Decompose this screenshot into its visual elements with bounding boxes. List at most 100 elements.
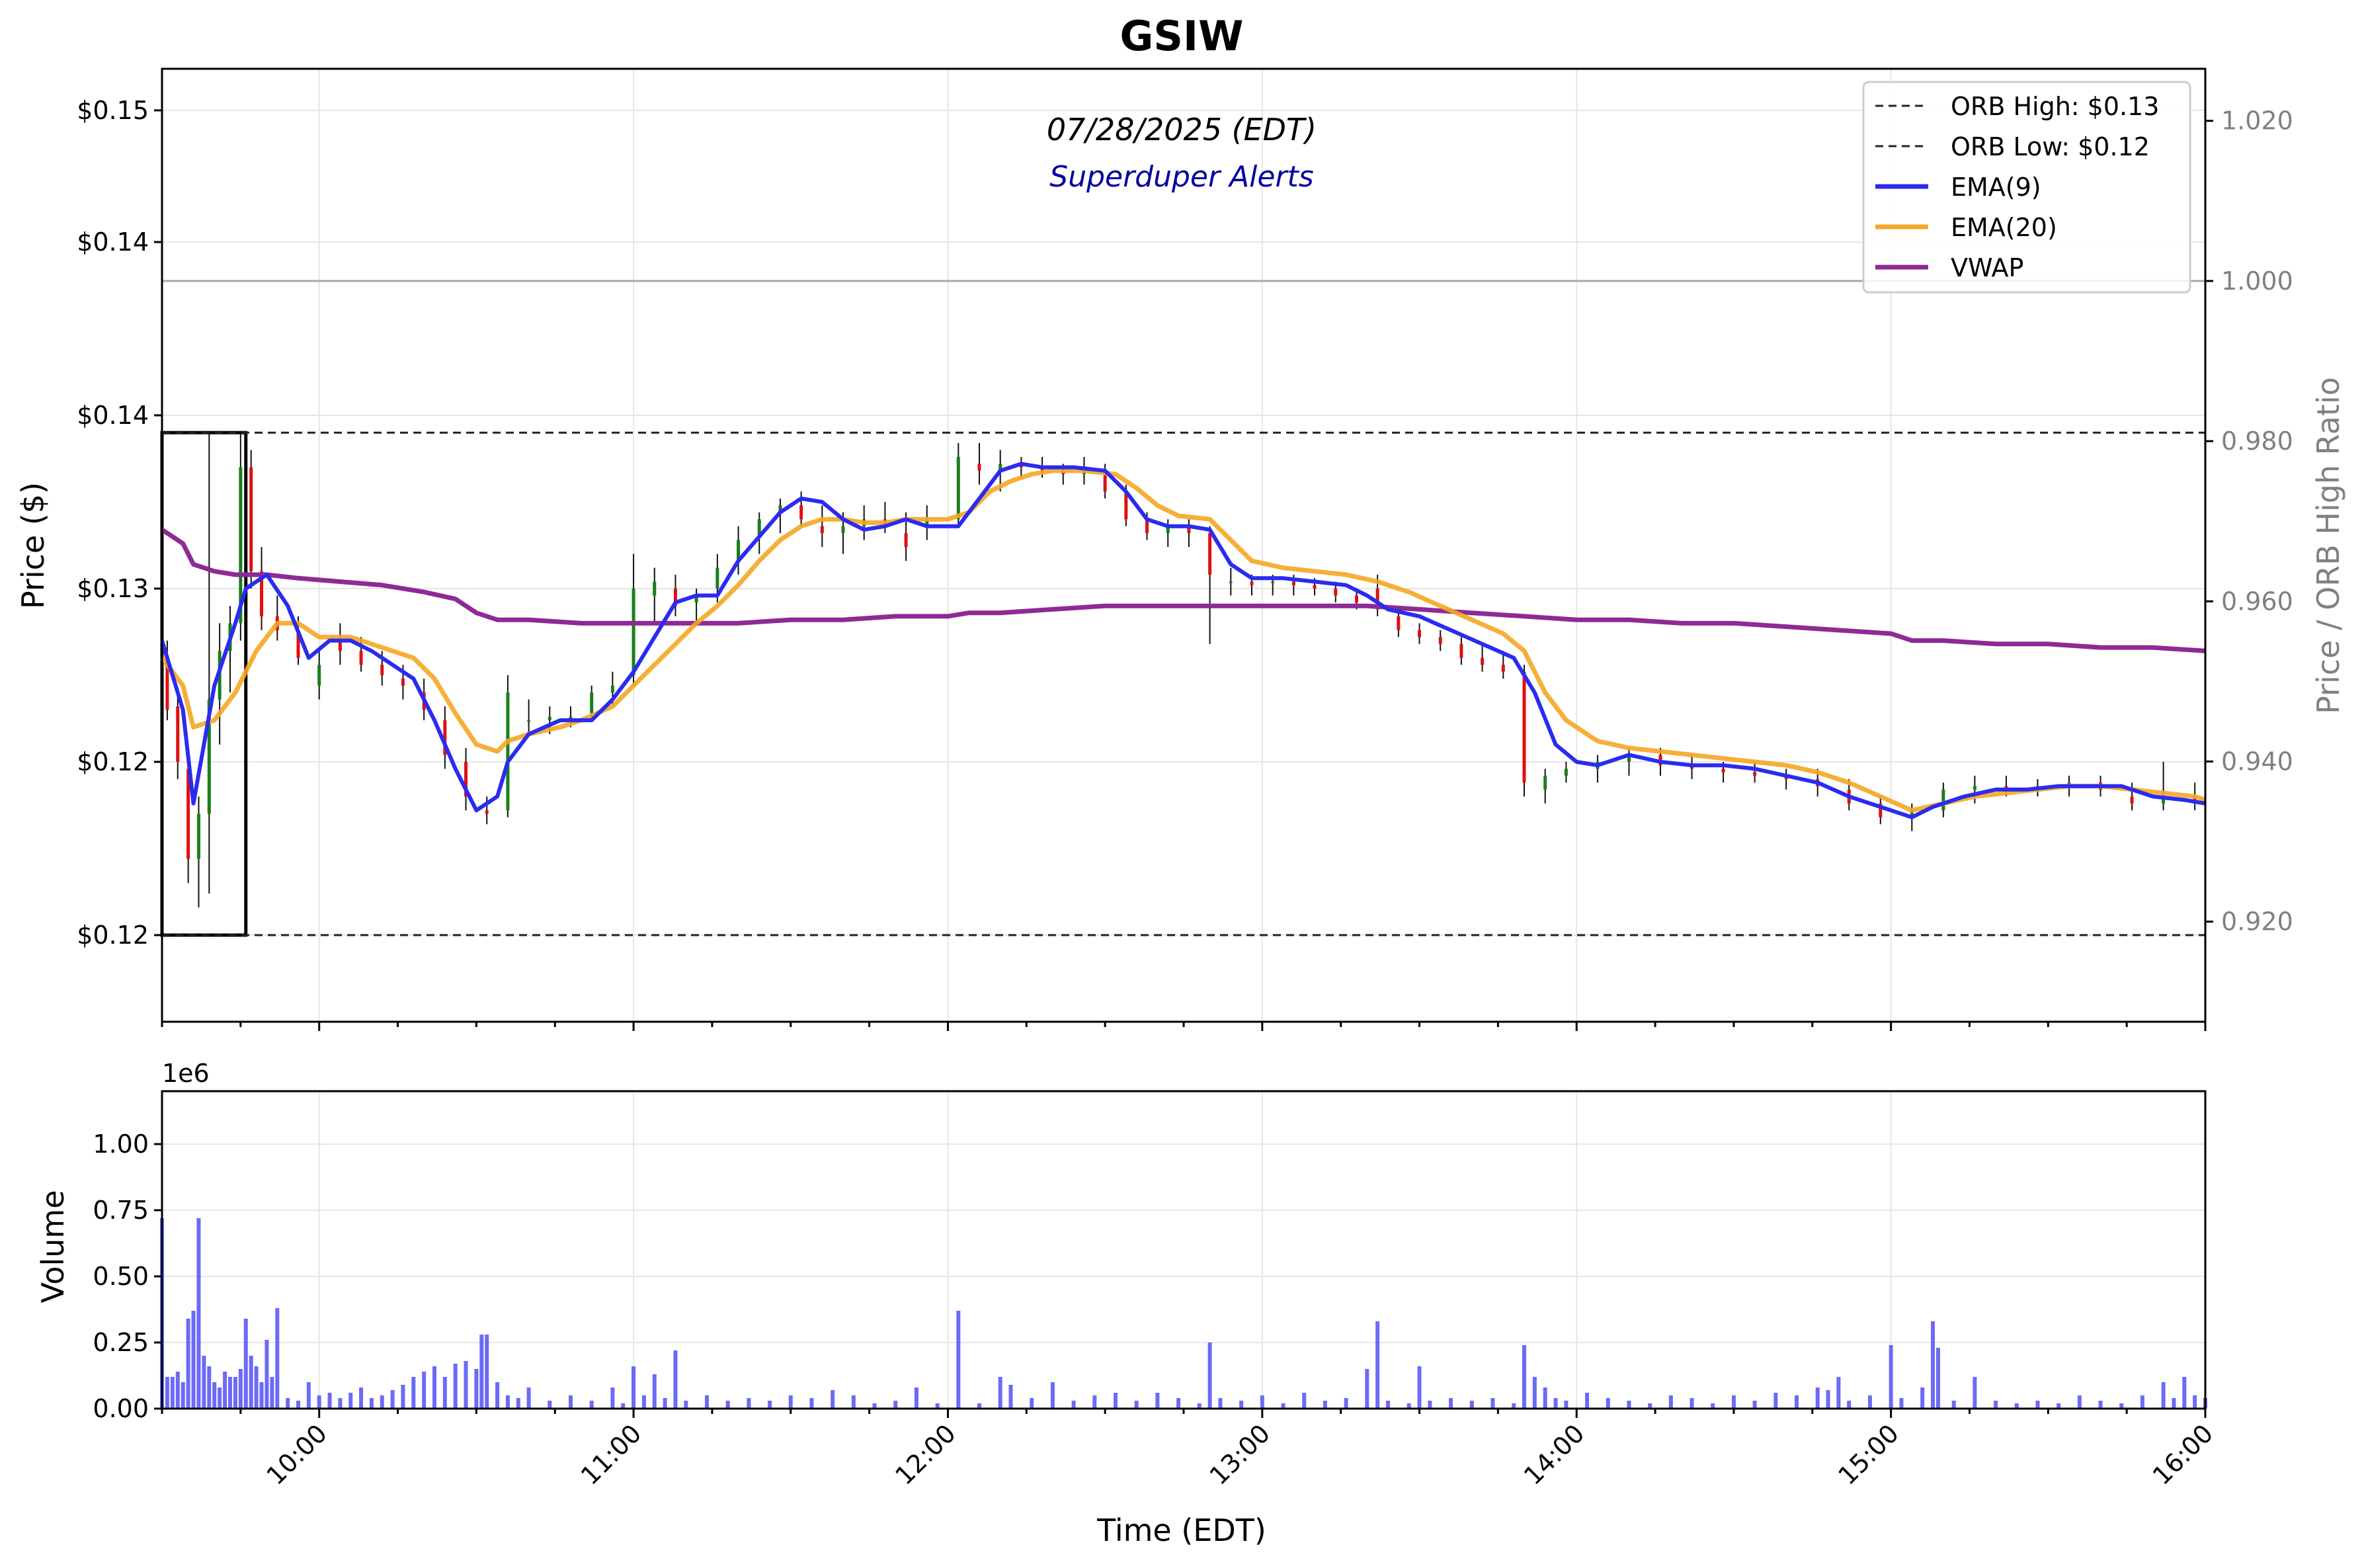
volume-bar <box>1260 1395 1264 1409</box>
candle-body <box>1522 671 1526 783</box>
volume-bar <box>569 1395 573 1409</box>
candle-body <box>1397 616 1401 630</box>
volume-bar <box>1920 1387 1925 1409</box>
volume-bar <box>956 1311 961 1409</box>
volume-bar <box>673 1350 678 1409</box>
price-y-axis-label: Price ($) <box>15 482 51 609</box>
candle-body <box>1354 595 1358 602</box>
ratio-tick-label: 0.980 <box>2221 427 2293 456</box>
legend-box <box>1862 81 2191 294</box>
volume-bar <box>872 1403 877 1409</box>
candle-body <box>778 505 782 513</box>
volume-bar <box>275 1308 280 1409</box>
volume-bar <box>327 1393 332 1409</box>
legend-label: ORB High: $0.13 <box>1951 92 2159 121</box>
volume-bar <box>2172 1398 2176 1409</box>
volume-bar <box>432 1366 436 1409</box>
volume-bar <box>270 1377 274 1409</box>
volume-bar <box>1752 1401 1757 1409</box>
volume-bar <box>621 1403 626 1409</box>
candle-body <box>1418 630 1422 638</box>
ratio-tick-label: 0.960 <box>2221 587 2293 616</box>
volume-bar <box>705 1395 709 1409</box>
volume-bar <box>1092 1395 1097 1409</box>
volume-bar <box>1931 1321 1935 1409</box>
volume-bar <box>380 1395 384 1409</box>
volume-bar <box>453 1364 458 1409</box>
volume-bar <box>485 1335 489 1409</box>
candle-body <box>196 813 200 859</box>
ratio-tick-label: 1.000 <box>2221 267 2293 296</box>
volume-bar <box>1731 1395 1736 1409</box>
volume-bar <box>218 1387 222 1409</box>
candle-body <box>317 665 321 686</box>
candle-body <box>338 640 342 651</box>
volume-bar <box>632 1366 636 1409</box>
volume-bar <box>1936 1348 1940 1409</box>
volume-bar <box>1889 1345 1893 1409</box>
volume-bar <box>1606 1398 1610 1409</box>
volume-bar <box>2119 1403 2124 1409</box>
candle-body <box>1313 585 1317 589</box>
volume-bar <box>1826 1390 1830 1409</box>
volume-bar <box>1532 1377 1537 1409</box>
volume-bar <box>238 1369 243 1409</box>
volume-bar <box>516 1398 520 1409</box>
volume-bar <box>1302 1393 1307 1409</box>
chart-title: GSIW <box>1120 12 1244 60</box>
candle-body <box>977 464 981 471</box>
candle-body <box>485 810 489 814</box>
price-tick-label: $0.14 <box>77 401 149 430</box>
volume-bar <box>1218 1398 1223 1409</box>
legend-label: EMA(9) <box>1951 173 2041 202</box>
volume-bar <box>2077 1395 2082 1409</box>
candle-body <box>359 651 363 665</box>
volume-bar <box>286 1398 290 1409</box>
volume-bar <box>1543 1387 1547 1409</box>
volume-bar <box>1795 1395 1799 1409</box>
candle-body <box>464 762 468 797</box>
volume-bar <box>641 1395 646 1409</box>
chart-legend: ORB High: $0.13 ORB Low: $0.12 EMA(9) EMA(2… <box>1862 81 2191 294</box>
volume-bar <box>725 1401 730 1409</box>
indicator-lines-layer <box>160 462 2207 819</box>
volume-bar <box>684 1401 688 1409</box>
volume-bar <box>165 1377 169 1409</box>
candle-body <box>1627 755 1631 762</box>
ratio-y-ticks: 0.920 0.940 0.960 0.980 1.000 1.020 <box>2205 106 2293 936</box>
candle-body <box>1208 533 1212 575</box>
volume-bar <box>1711 1403 1715 1409</box>
ratio-tick-label: 0.920 <box>2221 907 2293 936</box>
candle-body <box>186 768 190 859</box>
ratio-y-axis-label: Price / ORB High Ratio <box>2310 377 2346 714</box>
price-tick-label: $0.12 <box>77 747 149 776</box>
candle-body <box>1145 519 1149 534</box>
volume-bar <box>1512 1403 1516 1409</box>
volume-bar <box>1323 1401 1327 1409</box>
volume-bar <box>1867 1395 1872 1409</box>
candle-body <box>207 699 211 814</box>
candle-body <box>590 692 594 714</box>
candle-body <box>401 679 405 686</box>
volume-bars-layer <box>160 1218 2207 1409</box>
volume-bar <box>243 1319 248 1409</box>
candle-body <box>1481 657 1485 665</box>
volume-bar <box>2193 1395 2197 1409</box>
candle-body <box>2130 796 2134 804</box>
candle-body <box>1291 581 1295 585</box>
candle-body <box>694 595 698 602</box>
volume-bar <box>1627 1401 1631 1409</box>
volume-bar <box>2098 1401 2103 1409</box>
candle-body <box>820 526 824 534</box>
volume-bar <box>495 1382 500 1409</box>
volume-bar <box>1406 1403 1411 1409</box>
candle-body <box>1124 491 1128 520</box>
volume-bar <box>306 1382 311 1409</box>
volume-tick-label: 0.00 <box>93 1394 149 1423</box>
volume-bar <box>422 1372 427 1409</box>
candle-body <box>1753 772 1757 776</box>
price-tick-label: $0.13 <box>77 574 149 603</box>
candle-body <box>296 630 300 658</box>
price-grid <box>162 69 2206 1022</box>
volume-bar <box>1773 1393 1778 1409</box>
